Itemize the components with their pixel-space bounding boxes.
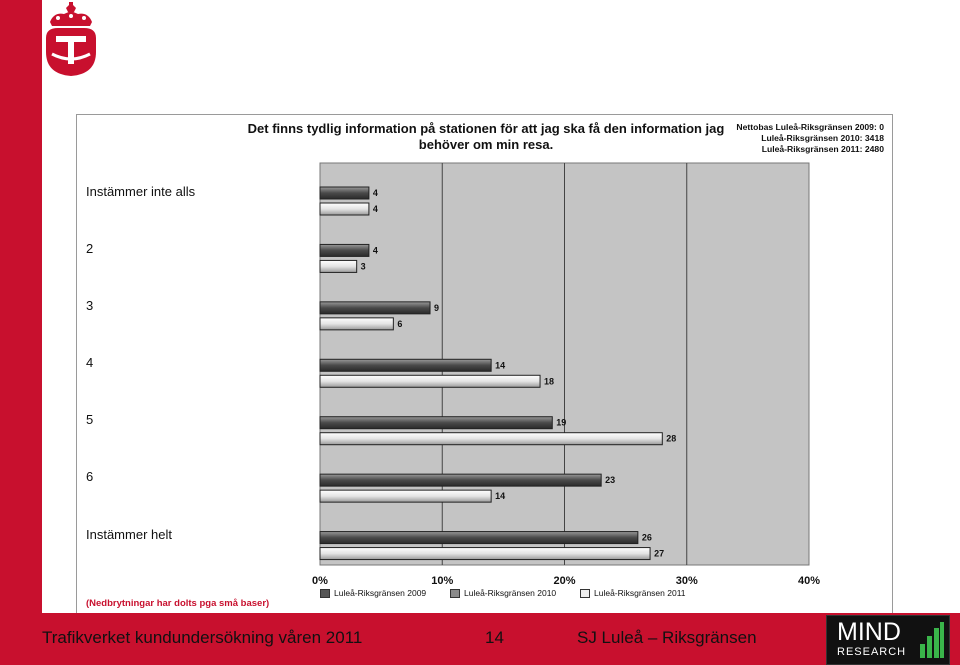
bar — [319, 531, 639, 545]
mind-logo-word: MIND — [837, 618, 901, 646]
netto-line: Luleå-Riksgränsen 2010: 3418 — [761, 133, 884, 143]
x-tick-label: 10% — [431, 575, 453, 587]
data-label: 4 — [373, 204, 378, 214]
category-label: 2 — [86, 241, 94, 256]
x-tick-label: 40% — [798, 575, 820, 587]
legend-label: Luleå-Riksgränsen 2010 — [464, 588, 557, 598]
data-label: 14 — [495, 491, 505, 501]
data-label: 19 — [556, 418, 566, 428]
mind-research-logo: MIND RESEARCH — [826, 615, 950, 665]
left-accent-bar — [0, 0, 42, 613]
data-label: 28 — [666, 434, 676, 444]
data-label: 4 — [373, 188, 378, 198]
footer-right-text: SJ Luleå – Riksgränsen — [577, 628, 757, 647]
data-label: 27 — [654, 549, 664, 559]
bar — [319, 432, 663, 446]
bar — [319, 547, 651, 561]
legend-swatch — [580, 588, 590, 598]
data-label: 6 — [397, 319, 402, 329]
legend-item: Luleå-Riksgränsen 2011 — [580, 588, 686, 598]
bar — [319, 186, 370, 200]
x-tick-label: 0% — [312, 575, 328, 587]
bar — [319, 202, 370, 216]
footer-bar — [0, 613, 960, 665]
legend-label: Luleå-Riksgränsen 2011 — [594, 588, 686, 598]
chart-title: Det finns tydlig information på statione… — [247, 121, 725, 152]
category-label: Instämmer helt — [86, 527, 172, 542]
bar — [319, 301, 431, 315]
bar — [319, 374, 541, 388]
netto-base-info: Nettobas Luleå-Riksgränsen 2009: 0 Luleå… — [736, 122, 884, 155]
data-label: 4 — [373, 245, 378, 255]
data-label: 3 — [361, 261, 366, 271]
bar — [319, 489, 492, 503]
bar — [319, 259, 358, 273]
legend-label: Luleå-Riksgränsen 2009 — [334, 588, 427, 598]
category-label: Instämmer inte alls — [86, 184, 196, 199]
bars-icon — [920, 622, 944, 658]
category-label: 4 — [86, 355, 94, 370]
category-label: 5 — [86, 412, 94, 427]
bar — [319, 473, 602, 487]
data-label: 26 — [642, 533, 652, 543]
x-tick-label: 30% — [676, 575, 698, 587]
data-label: 9 — [434, 303, 439, 313]
data-label: 23 — [605, 475, 615, 485]
data-label: 14 — [495, 360, 505, 370]
legend-swatch — [450, 588, 460, 598]
legend-item: Luleå-Riksgränsen 2009 — [320, 588, 426, 598]
data-label: 18 — [544, 376, 554, 386]
bar — [319, 317, 394, 331]
mind-logo-sub: RESEARCH — [837, 646, 907, 658]
bar — [319, 243, 370, 257]
bar — [319, 358, 492, 372]
page-number: 14 — [485, 628, 504, 647]
chart-footnote: (Nedbrytningar har dolts pga små baser) — [86, 598, 270, 609]
legend-item: Luleå-Riksgränsen 2010 — [450, 588, 556, 598]
legend-swatch — [320, 588, 330, 598]
footer-left-text: Trafikverket kundundersökning våren 2011 — [42, 628, 363, 647]
category-label: 3 — [86, 298, 94, 313]
x-tick-label: 20% — [553, 575, 575, 587]
netto-line: Nettobas Luleå-Riksgränsen 2009: 0 — [736, 122, 884, 132]
bar — [319, 416, 553, 430]
trafikverket-logo-icon — [46, 2, 96, 76]
category-label: 6 — [86, 469, 94, 484]
netto-line: Luleå-Riksgränsen 2011: 2480 — [761, 144, 884, 154]
